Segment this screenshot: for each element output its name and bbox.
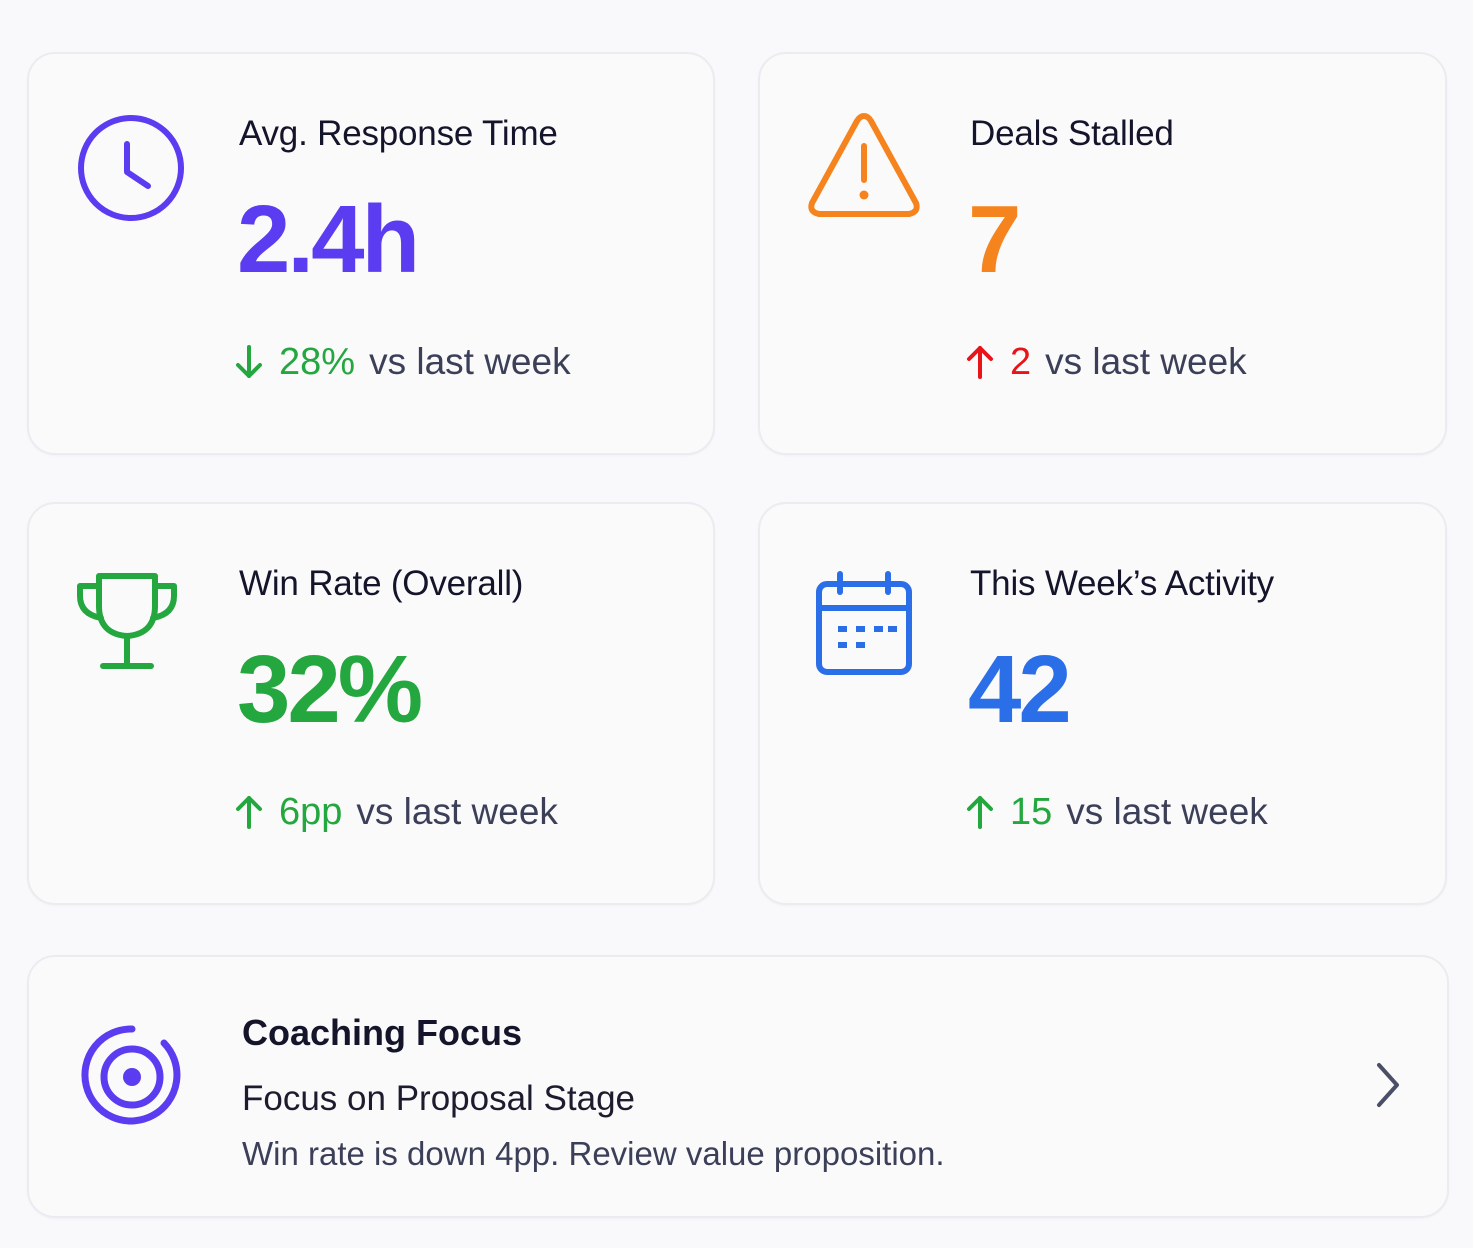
metric-card-deals-stalled: Deals Stalled 7 2 vs last week (758, 52, 1447, 455)
coaching-body: Win rate is down 4pp. Review value propo… (242, 1135, 945, 1172)
coaching-heading: Focus on Proposal Stage (242, 1079, 636, 1118)
delta-value: 2 (1010, 340, 1032, 383)
metric-title: Win Rate (Overall) (239, 564, 524, 603)
metric-title: Avg. Response Time (239, 114, 558, 153)
delta-row: 15 vs last week (964, 788, 1268, 836)
delta-value: 15 (1010, 790, 1053, 833)
warning-icon (808, 113, 920, 217)
delta-suffix: vs last week (1045, 341, 1247, 382)
delta-value: 28% (279, 340, 356, 383)
delta-suffix: vs last week (1066, 791, 1268, 832)
target-icon (81, 1025, 181, 1125)
chevron-right-icon (1377, 1063, 1399, 1107)
arrow-up-icon (967, 346, 993, 379)
metric-value: 42 (968, 636, 1072, 743)
delta-row: 2 vs last week (964, 338, 1247, 386)
metric-value: 2.4h (237, 186, 420, 293)
delta-suffix: vs last week (356, 791, 558, 832)
delta-row: 28% vs last week (233, 338, 571, 386)
metric-card-response-time: Avg. Response Time 2.4h 28% vs last week (27, 52, 715, 455)
trophy-icon (77, 573, 177, 669)
metric-card-win-rate: Win Rate (Overall) 32% 6pp vs last week (27, 502, 715, 905)
metric-value: 32% (237, 636, 423, 743)
arrow-up-icon (967, 796, 993, 829)
metric-title: Deals Stalled (970, 114, 1174, 153)
delta-value: 6pp (279, 790, 343, 833)
delta-suffix: vs last week (369, 341, 571, 382)
calendar-icon (816, 571, 912, 675)
metric-card-weekly-activity: This Week’s Activity 42 15 vs last week (758, 502, 1447, 905)
clock-icon (78, 115, 184, 221)
arrow-up-icon (236, 796, 262, 829)
coaching-title: Coaching Focus (242, 1012, 523, 1053)
metric-title: This Week’s Activity (970, 564, 1274, 603)
metric-value: 7 (968, 186, 1021, 293)
delta-row: 6pp vs last week (233, 788, 558, 836)
coaching-focus-card[interactable]: Coaching Focus Focus on Proposal Stage W… (27, 955, 1449, 1218)
arrow-down-icon (236, 345, 262, 378)
open-coaching-button[interactable] (1359, 1053, 1415, 1117)
